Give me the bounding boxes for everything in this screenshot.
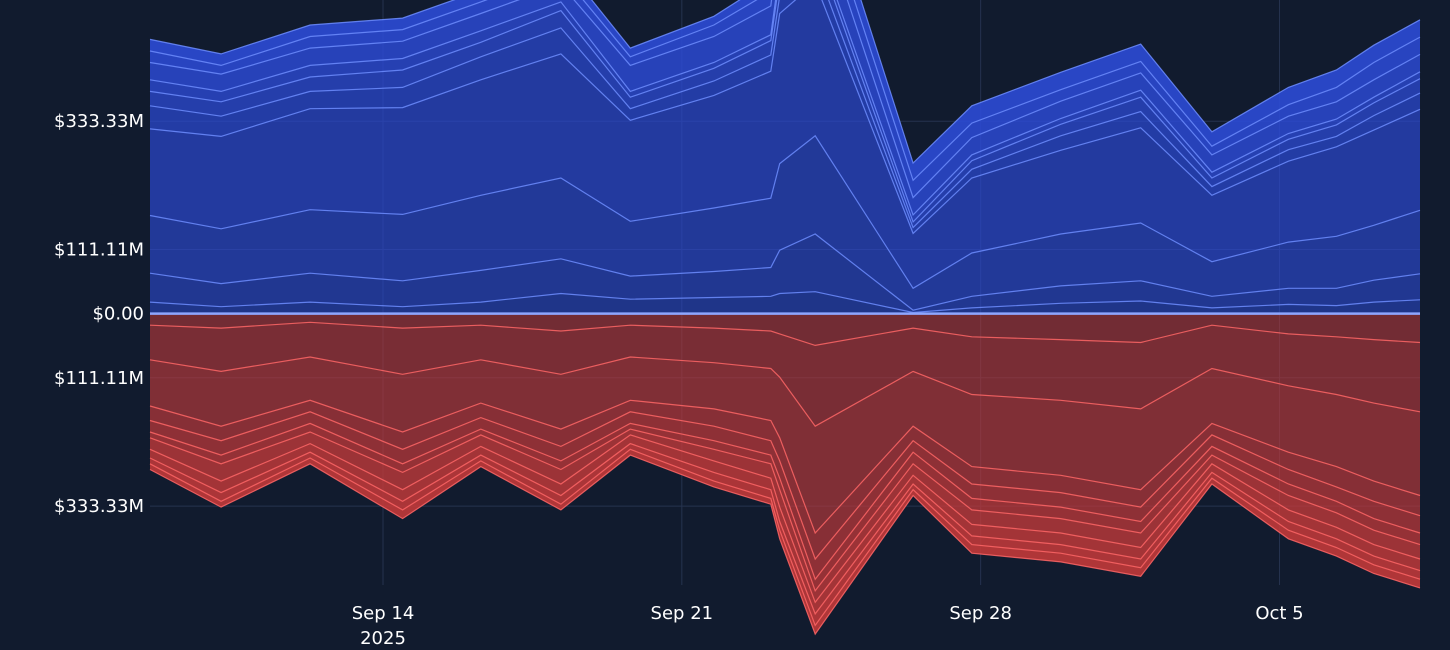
short-area-series-9 bbox=[150, 443, 1420, 626]
short-area-series-3 bbox=[150, 357, 1420, 533]
series-lines-group bbox=[149, 0, 1421, 636]
short-series-line-4 bbox=[149, 411, 1421, 561]
short-area-series-7 bbox=[150, 429, 1420, 603]
short-series-line-1 bbox=[149, 321, 1421, 347]
long-area-series-6 bbox=[150, 0, 1420, 228]
short-area-series-10 bbox=[150, 449, 1420, 635]
long-area-series-10 bbox=[150, 0, 1420, 181]
short-area-series-5 bbox=[150, 411, 1420, 580]
area-series-group bbox=[150, 0, 1420, 635]
long-area-series-2 bbox=[150, 234, 1420, 313]
short-area-series-4 bbox=[150, 400, 1420, 559]
short-area-series-2 bbox=[150, 322, 1420, 427]
long-area-series-4 bbox=[150, 0, 1420, 289]
x-tick-label: Oct 5 bbox=[1255, 603, 1303, 624]
short-series-line-8 bbox=[149, 442, 1421, 616]
long-series-line-2 bbox=[149, 233, 1421, 311]
long-series-line-8 bbox=[149, 0, 1421, 199]
y-axis-tick-labels: $333.33M $111.11M $0.00 $111.11M $333.33M bbox=[54, 111, 144, 517]
short-series-line-5 bbox=[149, 422, 1421, 581]
short-series-line-9 bbox=[149, 448, 1421, 627]
long-series-line-10 bbox=[149, 0, 1421, 165]
x-tick-label: Sep 28 bbox=[949, 603, 1012, 624]
x-tick-year-label: 2025 bbox=[360, 628, 406, 649]
long-series-line-6 bbox=[149, 0, 1421, 224]
long-area-series-9 bbox=[150, 0, 1420, 198]
y-tick-label: $0.00 bbox=[92, 304, 144, 325]
long-area-series-8 bbox=[150, 0, 1420, 215]
short-area-series-6 bbox=[150, 423, 1420, 591]
long-series-line-1 bbox=[149, 291, 1421, 314]
short-area-series-1 bbox=[150, 313, 1420, 346]
short-series-line-7 bbox=[149, 434, 1421, 604]
x-axis-tick-labels: Sep 14 2025 Sep 21 Sep 28 Oct 5 bbox=[352, 603, 1304, 649]
long-series-line-5 bbox=[149, 0, 1421, 229]
y-tick-label: $111.11M bbox=[54, 368, 144, 389]
short-area-series-8 bbox=[150, 434, 1420, 614]
long-series-line-7 bbox=[149, 0, 1421, 217]
long-series-line-3 bbox=[149, 134, 1421, 290]
x-tick-label: Sep 21 bbox=[651, 603, 714, 624]
long-series-line-9 bbox=[149, 0, 1421, 182]
short-series-line-2 bbox=[149, 356, 1421, 427]
long-area-series-3 bbox=[150, 135, 1420, 311]
y-tick-label: $111.11M bbox=[54, 240, 144, 261]
long-area-series-1 bbox=[150, 291, 1420, 314]
short-series-line-6 bbox=[149, 428, 1421, 593]
long-series-line-4 bbox=[149, 0, 1421, 235]
y-tick-label: $333.33M bbox=[54, 496, 144, 517]
short-series-line-3 bbox=[149, 399, 1421, 535]
x-tick-label: Sep 14 bbox=[352, 603, 415, 624]
y-tick-label: $333.33M bbox=[54, 111, 144, 132]
short-series-line-10 bbox=[149, 454, 1421, 636]
